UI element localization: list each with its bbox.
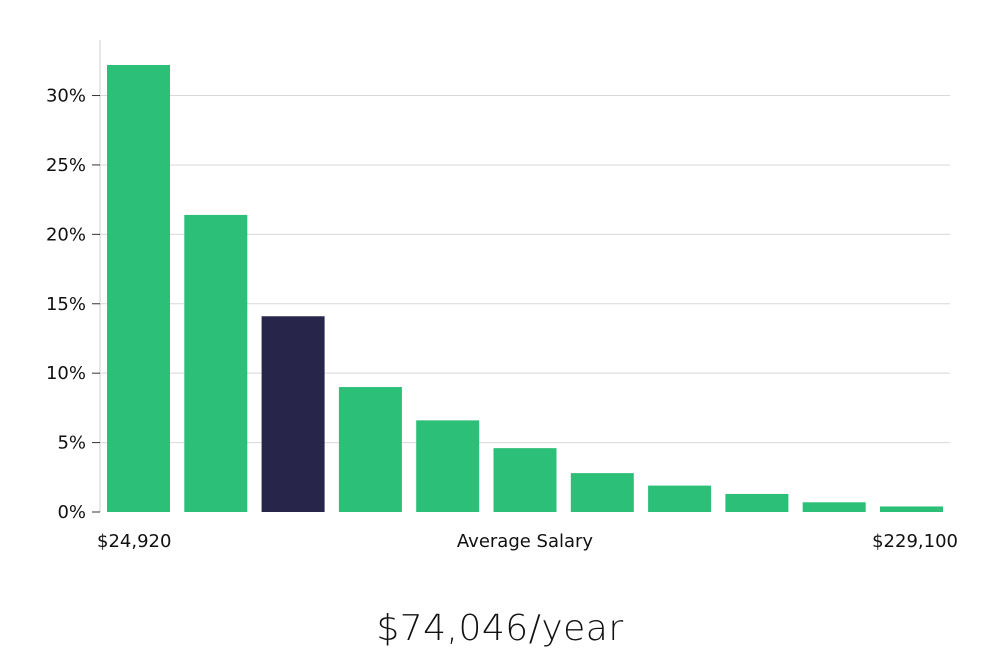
y-tick-label: 0% <box>57 502 86 523</box>
bar[interactable] <box>725 493 789 512</box>
y-tick-label: 20% <box>46 224 86 245</box>
bars <box>107 64 943 513</box>
y-tick-label: 30% <box>46 86 86 107</box>
bar[interactable] <box>493 448 557 512</box>
y-axis-ticks: 0% 5% 10% 15% 20% 25% 30% <box>46 86 100 523</box>
bar[interactable] <box>880 506 943 512</box>
bar[interactable] <box>802 502 866 512</box>
x-axis-max-label: $229,100 <box>872 531 958 552</box>
bar[interactable] <box>570 473 634 512</box>
bar[interactable] <box>184 214 248 512</box>
bar[interactable] <box>648 485 712 512</box>
x-axis-title: Average Salary <box>457 531 594 552</box>
bar-highlighted[interactable] <box>261 316 325 512</box>
y-tick-label: 15% <box>46 294 86 315</box>
y-tick-label: 10% <box>46 363 86 384</box>
bar[interactable] <box>416 420 480 512</box>
bar[interactable] <box>338 387 402 512</box>
y-tick-label: 5% <box>57 433 86 454</box>
bar[interactable] <box>107 64 170 513</box>
x-axis-min-label: $24,920 <box>97 531 171 552</box>
y-tick-label: 25% <box>46 155 86 176</box>
salary-distribution-chart: 0% 5% 10% 15% 20% 25% 30% $24,920 Average Sala… <box>46 40 958 552</box>
average-salary-headline: $74,046/year <box>376 608 624 649</box>
